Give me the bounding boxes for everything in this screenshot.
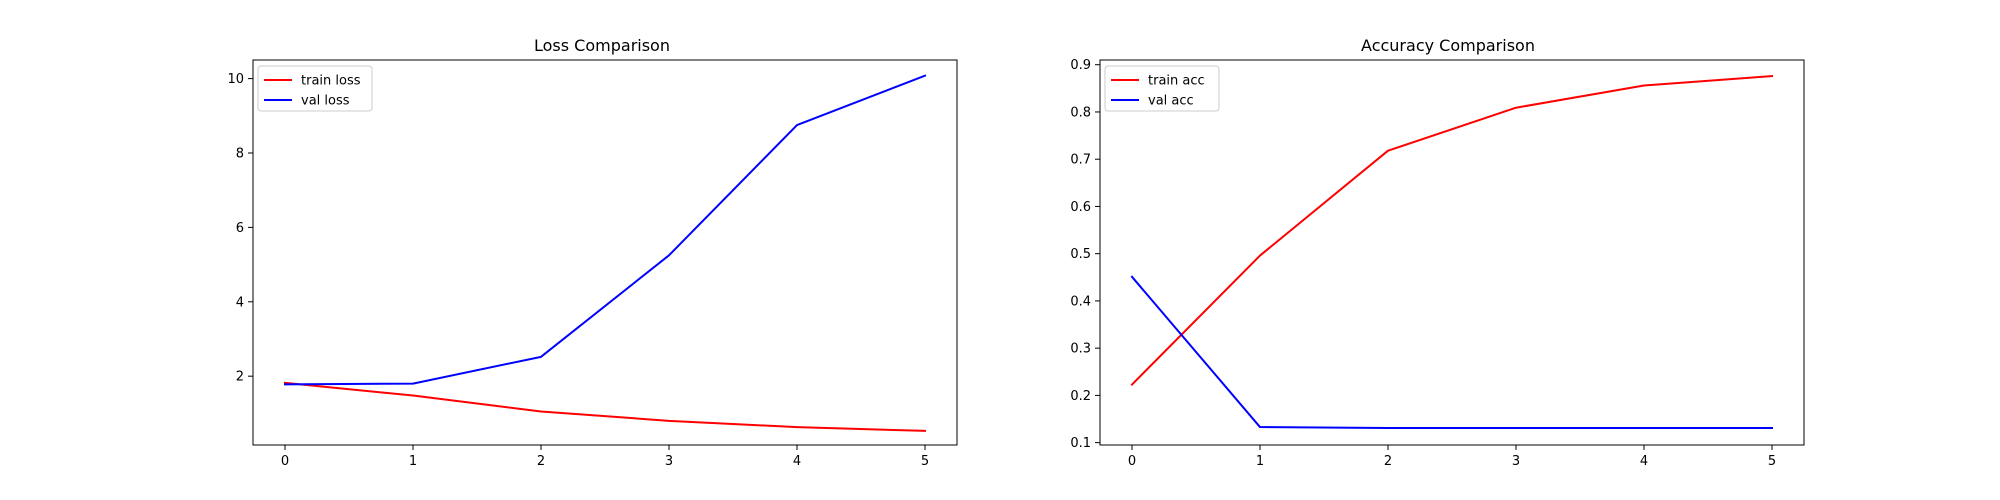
x-tick-label: 0 bbox=[281, 454, 289, 469]
accuracy-comparison-chart: Accuracy Comparison 0 1 2 3 4 5 0.1 0.2 0.3 0.4 0.… bbox=[1070, 36, 1805, 469]
y-tick-label: 0.9 bbox=[1070, 58, 1091, 73]
y-tick-label: 0.4 bbox=[1070, 294, 1091, 309]
x-tick-label: 5 bbox=[921, 454, 929, 469]
legend-label: val acc bbox=[1148, 94, 1194, 109]
x-tick-label: 5 bbox=[1768, 454, 1776, 469]
y-tick-label: 0.1 bbox=[1070, 436, 1091, 451]
y-tick-label: 10 bbox=[227, 72, 244, 87]
y-tick-label: 6 bbox=[236, 221, 244, 236]
legend-label: val loss bbox=[301, 94, 350, 109]
legend: train acc val acc bbox=[1104, 65, 1220, 112]
y-tick-label: 0.5 bbox=[1070, 247, 1091, 262]
y-tick-label: 2 bbox=[236, 370, 244, 385]
y-tick-label: 0.7 bbox=[1070, 153, 1091, 168]
y-tick-label: 4 bbox=[236, 295, 244, 310]
x-tick-label: 1 bbox=[409, 454, 417, 469]
loss-comparison-chart: Loss Comparison 0 1 2 3 4 5 2 4 6 8 10 train loss va… bbox=[227, 36, 958, 469]
x-tick-label: 4 bbox=[793, 454, 801, 469]
x-tick-label: 3 bbox=[1512, 454, 1520, 469]
chart-title: Loss Comparison bbox=[534, 36, 670, 55]
x-tick-label: 3 bbox=[665, 454, 673, 469]
y-tick-label: 0.8 bbox=[1070, 105, 1091, 120]
x-tick-label: 2 bbox=[1384, 454, 1392, 469]
y-tick-label: 0.6 bbox=[1070, 200, 1091, 215]
x-tick-label: 1 bbox=[1256, 454, 1264, 469]
val-acc-line bbox=[1130, 275, 1773, 429]
val-loss-line bbox=[283, 74, 927, 386]
x-tick-label: 4 bbox=[1640, 454, 1648, 469]
legend-label: train loss bbox=[301, 74, 361, 89]
chart-title: Accuracy Comparison bbox=[1361, 36, 1535, 55]
y-tick-label: 0.3 bbox=[1070, 342, 1091, 357]
legend-label: train acc bbox=[1148, 74, 1205, 89]
train-loss-line bbox=[283, 381, 927, 432]
x-tick-label: 0 bbox=[1128, 454, 1136, 469]
y-tick-label: 8 bbox=[236, 146, 244, 161]
plot-frame bbox=[1099, 59, 1805, 446]
plot-frame bbox=[252, 59, 958, 446]
y-tick-label: 0.2 bbox=[1070, 389, 1091, 404]
train-acc-line bbox=[1130, 74, 1774, 386]
x-tick-label: 2 bbox=[537, 454, 545, 469]
legend: train loss val loss bbox=[257, 65, 373, 112]
